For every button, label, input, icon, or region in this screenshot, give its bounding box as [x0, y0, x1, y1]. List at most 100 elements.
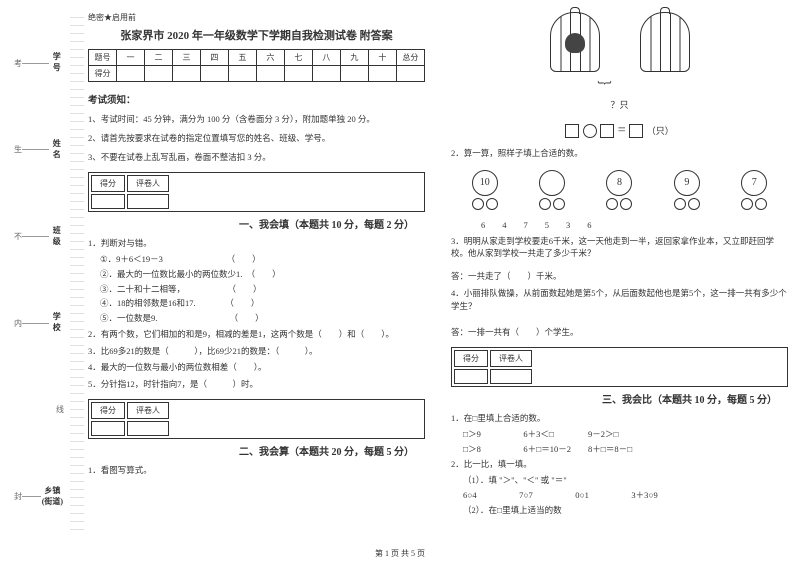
sub-question: ②．最大的一位数比最小的两位数少1. （ ）	[100, 268, 425, 281]
grader-name-cell[interactable]	[127, 194, 169, 209]
side-marker: 内	[14, 318, 22, 329]
shapes-equation: = （只）	[451, 123, 788, 139]
square-blank[interactable]	[600, 124, 614, 138]
question: 2．比一比，填一填。	[451, 458, 788, 471]
side-marker: 线	[56, 404, 64, 415]
side-label: 班级	[49, 225, 64, 247]
th: 六	[256, 50, 284, 66]
td[interactable]	[200, 66, 228, 82]
grader-score-cell[interactable]	[91, 194, 125, 209]
answer-line: 答：一共走了（ ）千米。	[451, 270, 788, 283]
side-underline	[22, 496, 41, 497]
part2-title: 二、我会算（本题共 20 分，每题 5 分）	[228, 443, 425, 458]
unit-label: （只）	[647, 126, 674, 136]
secret-label: 绝密★启用前	[88, 12, 425, 23]
th: 十	[368, 50, 396, 66]
side-label: 姓名	[49, 138, 64, 160]
td[interactable]	[396, 66, 424, 82]
square-blank[interactable]	[565, 124, 579, 138]
small-circle[interactable]	[486, 198, 498, 210]
td[interactable]	[340, 66, 368, 82]
grader-score-cell[interactable]	[454, 369, 488, 384]
th: 四	[200, 50, 228, 66]
binding-side-labels: 学号 考 姓名 生 班级 不 学校 内 线 乡镇(街道) 封	[14, 20, 64, 540]
side-underline	[22, 323, 49, 324]
side-marker: 不	[14, 231, 22, 242]
side-marker: 封	[14, 491, 22, 502]
small-circle[interactable]	[755, 198, 767, 210]
question: 4．小丽排队做操，从前面数起她是第5个，从后面数起他也是第5个，这一排一共有多少…	[451, 287, 788, 313]
circle-blank[interactable]	[583, 124, 597, 138]
td[interactable]	[116, 66, 144, 82]
bird-cage-icon	[640, 12, 690, 72]
sub-question: ④．18的相邻数是16和17. （ ）	[100, 297, 425, 310]
side-label: 乡镇(街道)	[41, 485, 64, 507]
td[interactable]	[284, 66, 312, 82]
grader-name-label: 评卷人	[490, 350, 532, 367]
grader-score-label: 得分	[91, 175, 125, 192]
big-circle: 10	[472, 170, 498, 196]
side-marker: 考	[14, 58, 22, 69]
sub-question: （1）．填 "＞"、"＜" 或 "＝"	[463, 474, 788, 487]
small-circle[interactable]	[620, 198, 632, 210]
side-underline	[22, 63, 49, 64]
small-circle[interactable]	[741, 198, 753, 210]
td[interactable]	[228, 66, 256, 82]
left-column: 绝密★启用前 张家界市 2020 年一年级数学下学期自我检测试卷 附答案 题号 …	[88, 12, 429, 542]
question: 3．比69多21的数是（ ），比69少21的数是：（ ）。	[88, 345, 425, 358]
notice-line: 2、请首先按要求在试卷的指定位置填写您的姓名、班级、学号。	[88, 132, 425, 145]
side-item: 学号 考	[14, 33, 64, 93]
grader-name-label: 评卷人	[127, 175, 169, 192]
equals-sign: =	[618, 123, 629, 138]
small-circle[interactable]	[472, 198, 484, 210]
side-label: 学校	[49, 311, 64, 333]
small-circle[interactable]	[674, 198, 686, 210]
td[interactable]	[368, 66, 396, 82]
th: 九	[340, 50, 368, 66]
grader-name-label: 评卷人	[127, 402, 169, 419]
side-item: 学校 内	[14, 293, 64, 353]
side-underline	[22, 236, 49, 237]
th: 题号	[89, 50, 117, 66]
side-underline	[22, 149, 49, 150]
th: 二	[144, 50, 172, 66]
grader-name-cell[interactable]	[490, 369, 532, 384]
circle-node: 10	[472, 170, 498, 210]
circles-diagram: 10 8 9 7	[451, 170, 788, 210]
td[interactable]	[312, 66, 340, 82]
small-circle[interactable]	[539, 198, 551, 210]
exam-title: 张家界市 2020 年一年级数学下学期自我检测试卷 附答案	[88, 27, 425, 43]
table-row: 得分	[89, 66, 425, 82]
grader-score-label: 得分	[454, 350, 488, 367]
notice-line: 1、考试时间：45 分钟，满分为 100 分（含卷面分 3 分），附加题单独 2…	[88, 113, 425, 126]
grader-score-label: 得分	[91, 402, 125, 419]
circle-node: 8	[606, 170, 632, 210]
brace-label: ？只	[451, 98, 788, 111]
side-item: 乡镇(街道) 封	[14, 467, 64, 527]
grader-box: 得分评卷人	[88, 399, 425, 439]
page-footer: 第 1 页 共 5 页	[375, 548, 425, 559]
side-label: 学号	[49, 51, 64, 73]
grader-score-cell[interactable]	[91, 421, 125, 436]
grader-box: 得分评卷人	[88, 172, 425, 212]
notice-heading: 考试须知：	[88, 92, 425, 106]
td[interactable]	[172, 66, 200, 82]
side-item: 线	[14, 380, 64, 440]
small-circle[interactable]	[553, 198, 565, 210]
sub-question: ⑤．一位数是9. （ ）	[100, 312, 425, 325]
notice-line: 3、不要在试卷上乱写乱画，卷面不整洁扣 3 分。	[88, 151, 425, 164]
th: 三	[172, 50, 200, 66]
question: 3．明明从家走到学校要走6千米，这一天他走到一半，返回家拿作业本，又立即赶回学校…	[451, 235, 788, 261]
td[interactable]	[256, 66, 284, 82]
small-circle[interactable]	[606, 198, 618, 210]
th: 七	[284, 50, 312, 66]
side-marker: 生	[14, 144, 22, 155]
grader-name-cell[interactable]	[127, 421, 169, 436]
big-circle: 8	[606, 170, 632, 196]
sub-question: ①．9＋6＜19－3 （ ）	[100, 253, 425, 266]
big-circle[interactable]	[539, 170, 565, 196]
grader-box: 得分评卷人	[451, 347, 788, 387]
small-circle[interactable]	[688, 198, 700, 210]
square-blank[interactable]	[629, 124, 643, 138]
td[interactable]	[144, 66, 172, 82]
